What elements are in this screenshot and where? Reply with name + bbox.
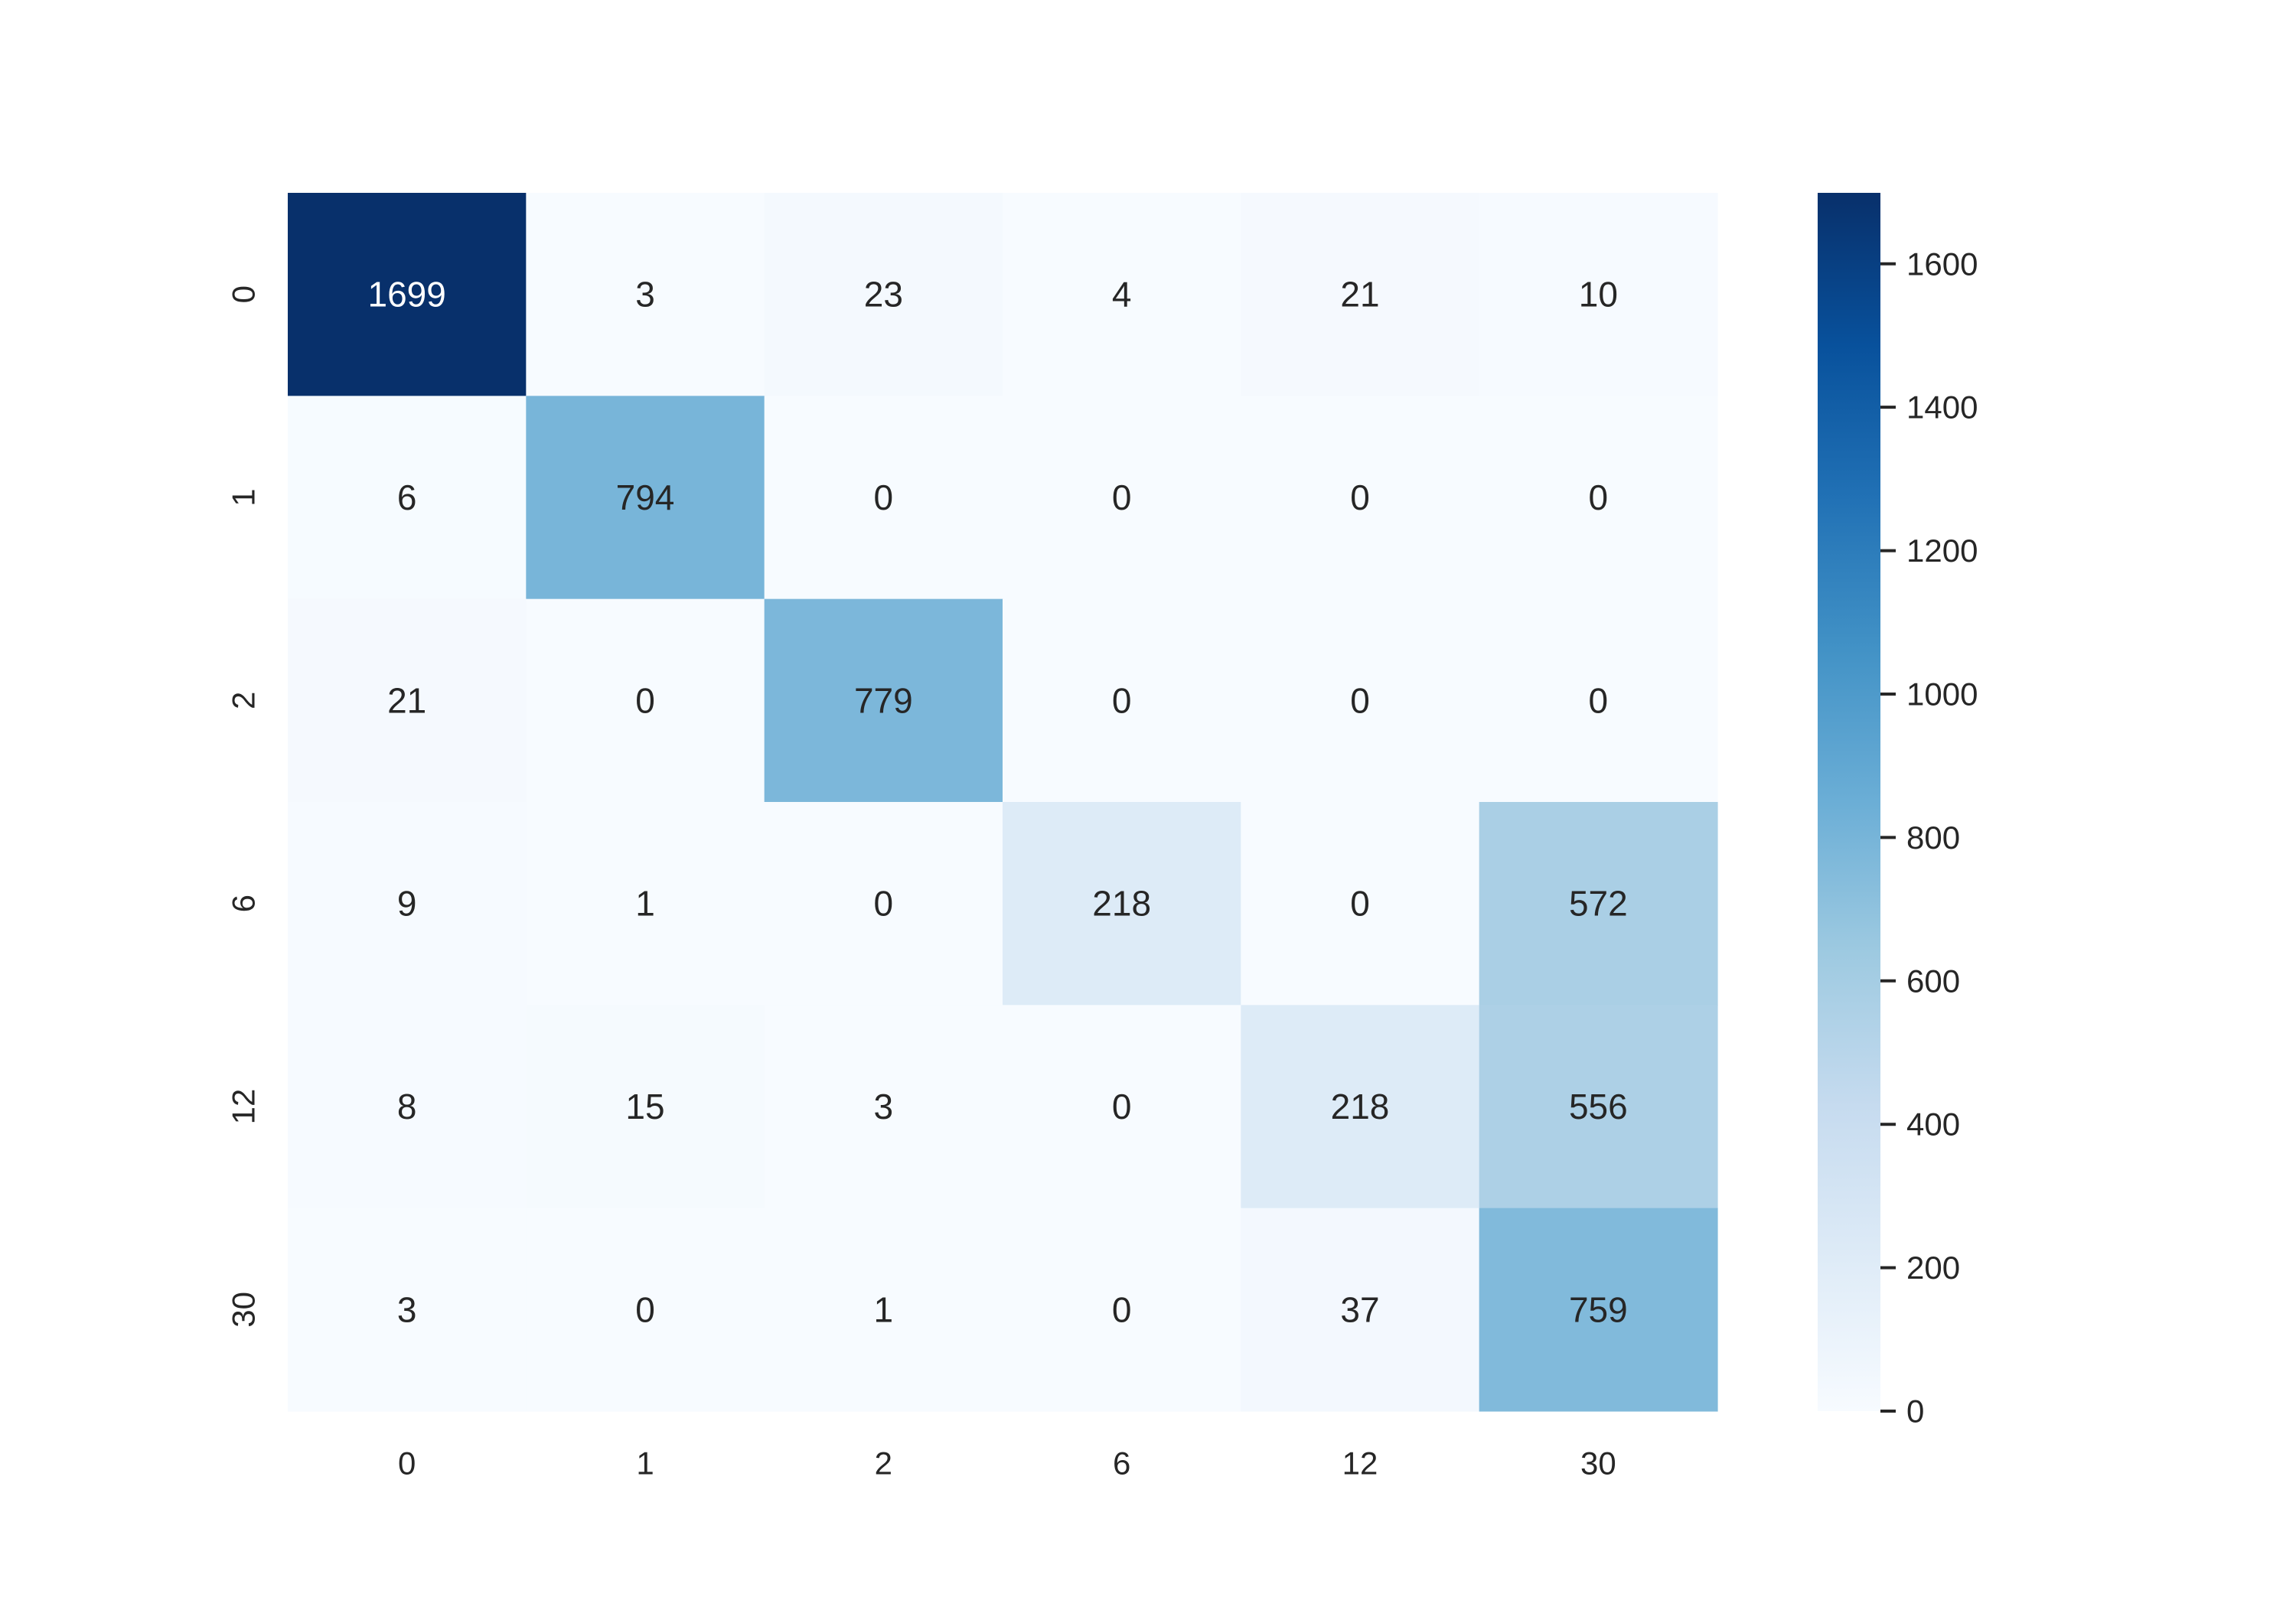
y-tick-label-2: 2	[226, 692, 262, 709]
heatmap-cell-r1-c1	[526, 396, 765, 600]
x-tick-label-2: 2	[875, 1446, 892, 1482]
heatmap-cell-r4-c0	[288, 1005, 527, 1209]
heatmap-cell-r5-c0	[288, 1208, 527, 1412]
cell-value-r5-c2: 1	[874, 1289, 894, 1329]
cell-value-r1-c5: 0	[1589, 478, 1609, 517]
heatmap-cell-r4-c2	[764, 1005, 1003, 1209]
colorbar-tick-label-0: 0	[1906, 1393, 1924, 1429]
heatmap-cell-r0-c5	[1479, 193, 1718, 396]
cell-value-r5-c4: 37	[1340, 1289, 1379, 1329]
heatmap-cells: 1699 3 23 4 21 106 794 0 0 0 021 0 779 0 0 09 1 0 218 0 5728…	[288, 193, 1718, 1412]
x-tick-label-12: 12	[1342, 1446, 1378, 1482]
heatmap-cell-r4-c3	[1003, 1005, 1241, 1209]
cell-value-r3-c1: 1	[635, 884, 655, 924]
heatmap-cell-r3-c1	[526, 802, 765, 1006]
colorbar-tick-label-1600: 1600	[1906, 246, 1978, 282]
heatmap-cell-r1-c5	[1479, 396, 1718, 600]
heatmap-cell-r0-c0	[288, 193, 527, 396]
heatmap-cell-r0-c1	[526, 193, 765, 396]
cell-value-r5-c1: 0	[635, 1289, 655, 1329]
cell-value-r2-c5: 0	[1589, 680, 1609, 720]
y-tick-label-12: 12	[226, 1089, 262, 1125]
heatmap-cell-r2-c2	[764, 598, 1003, 803]
heatmap-cell-r0-c4	[1241, 193, 1480, 396]
x-tick-label-6: 6	[1113, 1446, 1130, 1482]
x-tick-label-1: 1	[636, 1446, 654, 1482]
heatmap-cell-r1-c4	[1241, 396, 1480, 600]
cell-value-r4-c4: 218	[1331, 1087, 1390, 1126]
cell-value-r1-c1: 794	[616, 478, 675, 517]
cell-value-r0-c1: 3	[635, 275, 655, 315]
heatmap-cell-r1-c2	[764, 396, 1003, 600]
cell-value-r0-c3: 4	[1112, 275, 1132, 315]
heatmap-cell-r4-c5	[1479, 1005, 1718, 1209]
cell-value-r5-c0: 3	[397, 1289, 417, 1329]
heatmap-cell-r2-c4	[1241, 598, 1480, 803]
heatmap-cell-r1-c0	[288, 396, 527, 600]
cell-value-r3-c4: 0	[1350, 884, 1370, 924]
heatmap-cell-r4-c1	[526, 1005, 765, 1209]
heatmap-cell-r5-c4	[1241, 1208, 1480, 1412]
cell-value-r4-c2: 3	[874, 1087, 894, 1126]
colorbar-gradient	[1818, 193, 1880, 1411]
cell-value-r2-c4: 0	[1350, 680, 1370, 720]
cell-value-r1-c2: 0	[874, 478, 894, 517]
heatmap-cell-r3-c3	[1003, 802, 1241, 1006]
heatmap-cell-r0-c2	[764, 193, 1003, 396]
colorbar-tick-label-1000: 1000	[1906, 676, 1978, 712]
heatmap-cell-r0-c3	[1003, 193, 1241, 396]
cell-value-r3-c3: 218	[1092, 884, 1151, 924]
heatmap-cell-r4-c4	[1241, 1005, 1480, 1209]
cell-value-r1-c3: 0	[1112, 478, 1132, 517]
heatmap-cell-r3-c4	[1241, 802, 1480, 1006]
cell-value-r4-c5: 556	[1569, 1087, 1628, 1126]
heatmap-cell-r2-c1	[526, 598, 765, 803]
y-tick-label-0: 0	[226, 285, 262, 303]
colorbar-tick-label-1400: 1400	[1906, 390, 1978, 425]
heatmap-cell-r5-c2	[764, 1208, 1003, 1412]
cell-value-r3-c5: 572	[1569, 884, 1628, 924]
cell-value-r3-c0: 9	[397, 884, 417, 924]
colorbar-tick-label-400: 400	[1906, 1107, 1960, 1143]
heatmap-cell-r5-c1	[526, 1208, 765, 1412]
cell-value-r4-c0: 8	[397, 1087, 417, 1126]
colorbar: 0 200 400 600 800 1000 1200 1400 1600	[1818, 193, 1978, 1429]
heatmap-cell-r2-c0	[288, 598, 527, 803]
y-tick-label-6: 6	[226, 895, 262, 912]
cell-value-r0-c5: 10	[1579, 275, 1618, 315]
heatmap-cell-r3-c0	[288, 802, 527, 1006]
x-tick-label-0: 0	[398, 1446, 416, 1482]
cell-value-r4-c1: 15	[625, 1087, 664, 1126]
y-tick-label-30: 30	[226, 1292, 262, 1328]
heatmap-cell-r3-c2	[764, 802, 1003, 1006]
cell-value-r1-c0: 6	[397, 478, 417, 517]
cell-value-r2-c3: 0	[1112, 680, 1132, 720]
x-tick-label-30: 30	[1580, 1446, 1616, 1482]
cell-value-r0-c2: 23	[864, 275, 903, 315]
cell-value-r4-c3: 0	[1112, 1087, 1132, 1126]
x-tick-labels: 0 1 2 6 12 30	[398, 1446, 1616, 1482]
cell-value-r3-c2: 0	[874, 884, 894, 924]
cell-value-r0-c4: 21	[1340, 275, 1379, 315]
heatmap-cell-r1-c3	[1003, 396, 1241, 600]
colorbar-tick-label-600: 600	[1906, 963, 1960, 999]
colorbar-tick-label-1200: 1200	[1906, 533, 1978, 569]
colorbar-tick-label-200: 200	[1906, 1250, 1960, 1286]
heatmap-cell-r2-c5	[1479, 598, 1718, 803]
cell-value-r5-c5: 759	[1569, 1289, 1628, 1329]
heatmap-cell-r2-c3	[1003, 598, 1241, 803]
y-tick-label-1: 1	[226, 488, 262, 506]
cell-value-r2-c0: 21	[387, 680, 426, 720]
colorbar-tick-label-800: 800	[1906, 820, 1960, 856]
heatmap-cell-r5-c5	[1479, 1208, 1718, 1412]
cell-value-r2-c1: 0	[635, 680, 655, 720]
cell-value-r5-c3: 0	[1112, 1289, 1132, 1329]
heatmap-cell-r5-c3	[1003, 1208, 1241, 1412]
cell-value-r2-c2: 779	[854, 680, 913, 720]
cell-value-r0-c0: 1699	[367, 275, 445, 315]
cell-value-r1-c4: 0	[1350, 478, 1370, 517]
heatmap-cell-r3-c5	[1479, 802, 1718, 1006]
